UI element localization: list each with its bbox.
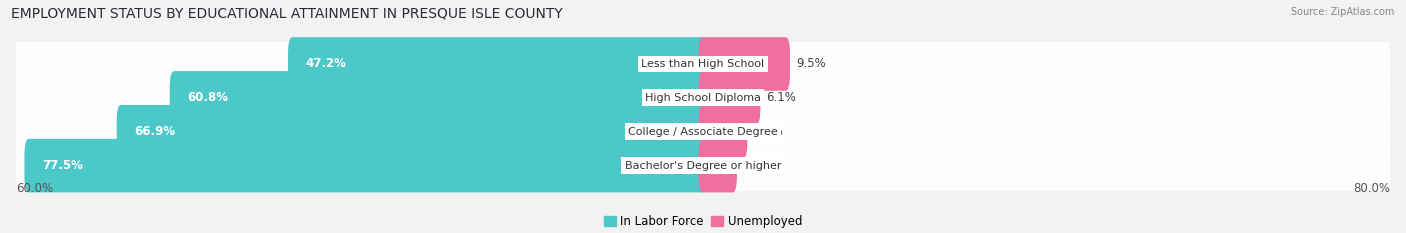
- Text: Bachelor's Degree or higher: Bachelor's Degree or higher: [624, 161, 782, 171]
- Text: 66.9%: 66.9%: [134, 125, 176, 138]
- Text: 80.0%: 80.0%: [1353, 182, 1391, 195]
- Text: 60.0%: 60.0%: [15, 182, 53, 195]
- Text: 6.1%: 6.1%: [766, 91, 796, 104]
- FancyBboxPatch shape: [117, 105, 707, 158]
- Text: 77.5%: 77.5%: [42, 159, 83, 172]
- Text: EMPLOYMENT STATUS BY EDUCATIONAL ATTAINMENT IN PRESQUE ISLE COUNTY: EMPLOYMENT STATUS BY EDUCATIONAL ATTAINM…: [11, 7, 562, 21]
- Text: 3.4%: 3.4%: [742, 159, 773, 172]
- FancyBboxPatch shape: [170, 71, 707, 125]
- FancyBboxPatch shape: [15, 136, 1391, 195]
- Text: Source: ZipAtlas.com: Source: ZipAtlas.com: [1291, 7, 1395, 17]
- FancyBboxPatch shape: [699, 105, 748, 158]
- Legend: In Labor Force, Unemployed: In Labor Force, Unemployed: [599, 210, 807, 233]
- FancyBboxPatch shape: [24, 139, 707, 192]
- Text: 4.6%: 4.6%: [754, 125, 783, 138]
- Text: 60.8%: 60.8%: [187, 91, 228, 104]
- FancyBboxPatch shape: [15, 102, 1391, 161]
- FancyBboxPatch shape: [699, 37, 790, 91]
- FancyBboxPatch shape: [288, 37, 707, 91]
- FancyBboxPatch shape: [15, 68, 1391, 127]
- Text: 47.2%: 47.2%: [305, 58, 346, 70]
- Text: College / Associate Degree: College / Associate Degree: [628, 127, 778, 137]
- Text: Less than High School: Less than High School: [641, 59, 765, 69]
- FancyBboxPatch shape: [699, 139, 737, 192]
- FancyBboxPatch shape: [699, 71, 761, 125]
- FancyBboxPatch shape: [15, 34, 1391, 93]
- Text: 9.5%: 9.5%: [796, 58, 825, 70]
- Text: High School Diploma: High School Diploma: [645, 93, 761, 103]
